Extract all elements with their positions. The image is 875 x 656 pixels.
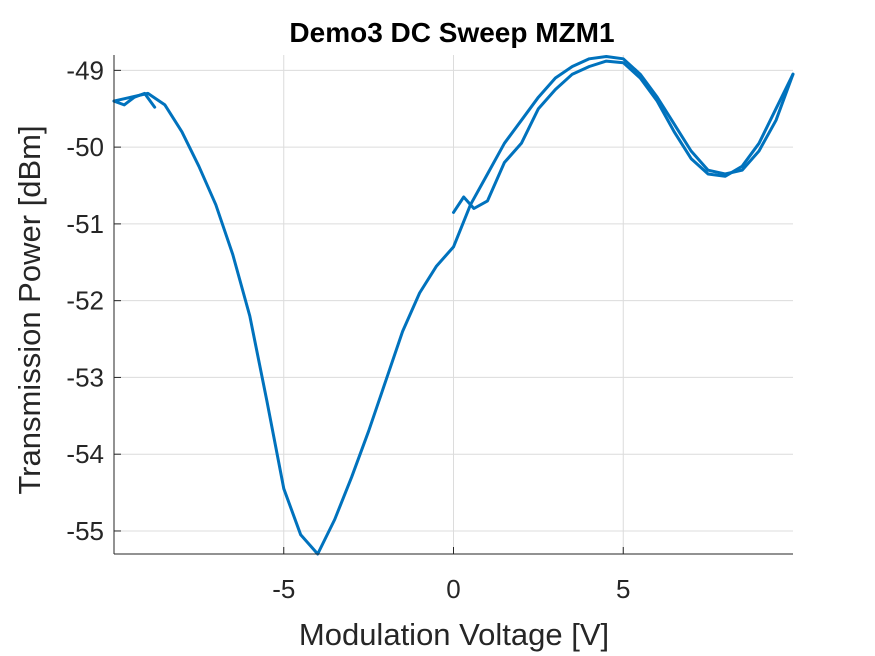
y-tick-label: -51 xyxy=(66,209,104,239)
y-tick-label: -52 xyxy=(66,286,104,316)
y-tick-labels: -55 -54 -53 -52 -51 -50 -49 xyxy=(66,55,104,546)
y-tick-label: -54 xyxy=(66,439,104,469)
x-tick-labels: -5 0 5 xyxy=(272,574,630,604)
series-line-3 xyxy=(112,91,157,109)
series-group xyxy=(112,55,795,556)
grid xyxy=(114,55,793,554)
x-tick-label: -5 xyxy=(272,574,295,604)
y-axis-label: Transmission Power [dBm] xyxy=(12,125,47,494)
x-axis-label: Modulation Voltage [V] xyxy=(299,617,609,652)
x-tick-label: 0 xyxy=(446,574,460,604)
x-tick-label: 5 xyxy=(616,574,630,604)
y-tick-label: -50 xyxy=(66,132,104,162)
y-tick-label: -55 xyxy=(66,516,104,546)
axes xyxy=(113,55,793,555)
chart-title: Demo3 DC Sweep MZM1 xyxy=(289,17,614,48)
series-line-2 xyxy=(112,55,795,556)
y-tick-label: -49 xyxy=(66,55,104,85)
y-tick-label: -53 xyxy=(66,362,104,392)
